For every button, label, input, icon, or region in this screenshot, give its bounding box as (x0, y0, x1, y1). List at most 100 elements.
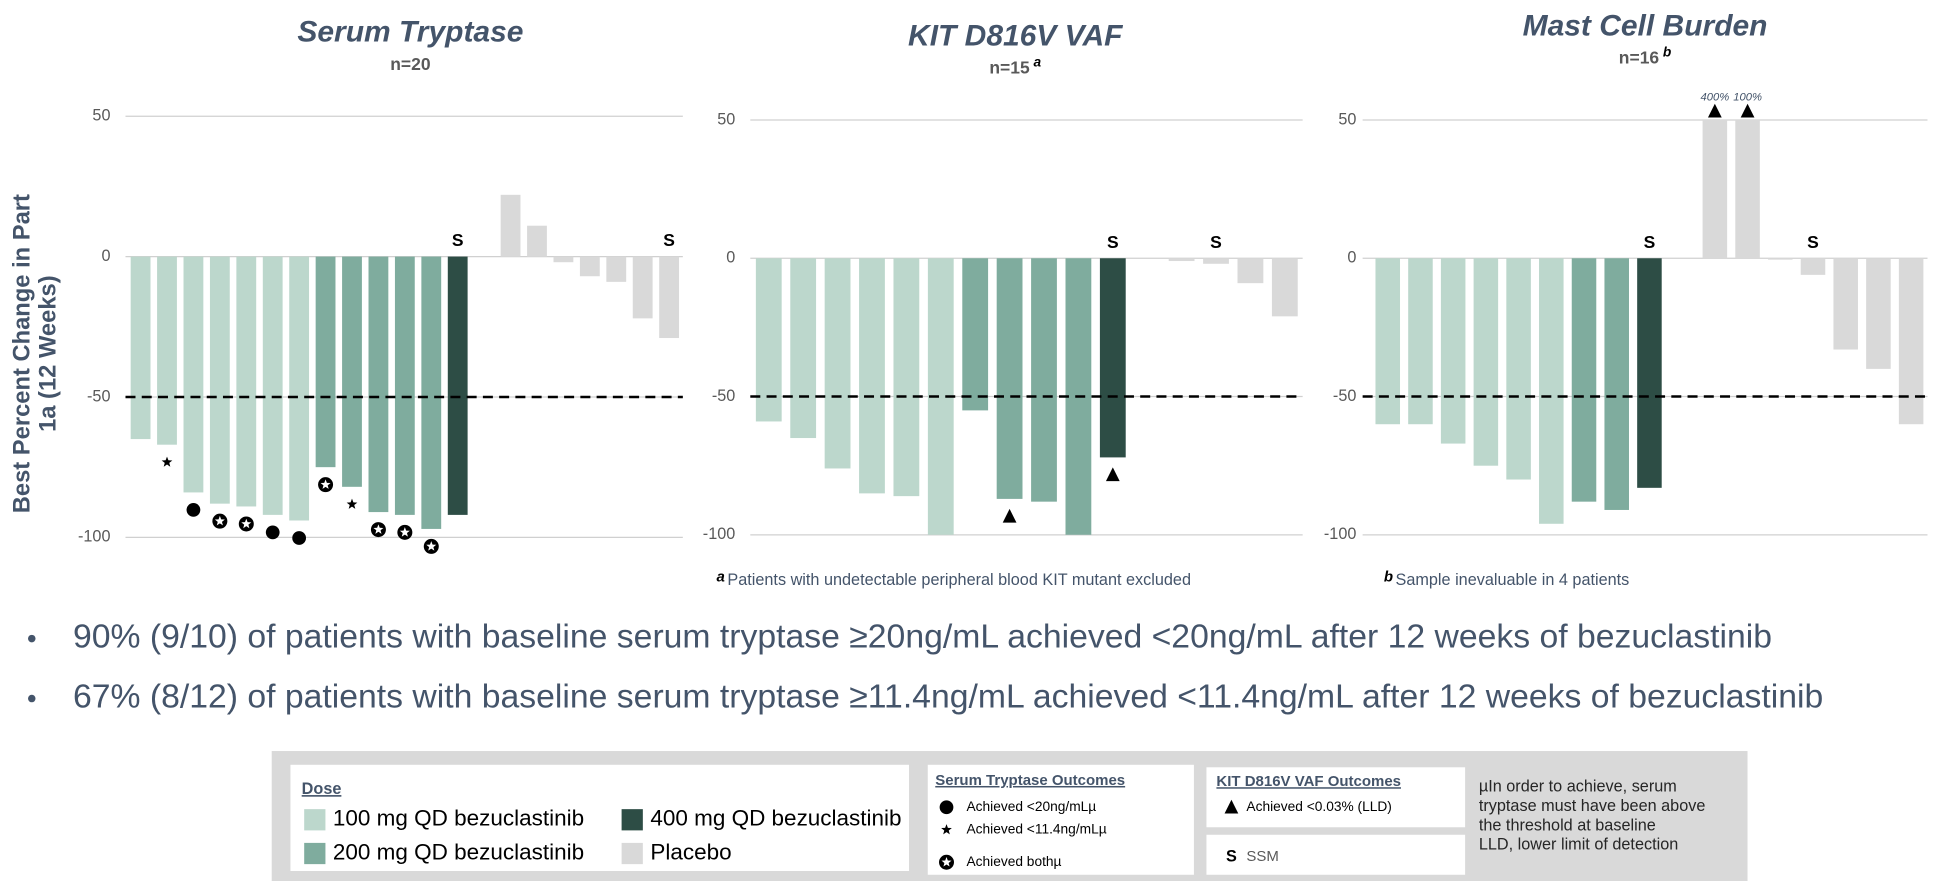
y-tick-label: -50 (712, 387, 735, 405)
bar (1539, 258, 1564, 524)
bar (447, 256, 468, 515)
bar (421, 256, 442, 529)
ssm-marker: S (1644, 232, 1656, 252)
bar (183, 256, 204, 493)
legend-note: tryptase must have been above (1479, 797, 1706, 815)
bullet-dot (28, 634, 36, 643)
bar (1237, 258, 1264, 284)
bars (1375, 119, 1924, 524)
y-tick-label: 50 (92, 107, 110, 125)
footnote-note: b (1384, 568, 1393, 585)
star-circle-marker-star (320, 479, 331, 489)
triangle-marker (1105, 467, 1120, 482)
star-circle-marker-star (241, 518, 252, 529)
legend-symbol: S (1226, 848, 1237, 866)
chart-subtitle: n=20 (390, 54, 430, 74)
bar (790, 258, 817, 439)
bar (1571, 258, 1597, 502)
bar (1099, 258, 1126, 458)
bar (1604, 258, 1629, 510)
legend-title: KIT D816V VAF Outcomes (1216, 773, 1401, 790)
bar (315, 256, 336, 468)
legend-title: Dose (302, 780, 342, 798)
star-circle-marker-star (373, 524, 384, 534)
value-label: 100% (1733, 91, 1762, 103)
footnote: a Patients with undetectable peripheral b… (717, 568, 1191, 589)
bullet-dot (28, 694, 36, 703)
bar (1168, 258, 1195, 262)
legend-label: SSM (1246, 848, 1278, 865)
ssm-marker: S (452, 230, 464, 250)
bar (1473, 258, 1499, 466)
bar (1866, 258, 1891, 369)
subtitle-text: n=16 (1619, 47, 1660, 67)
y-tick-label: -50 (1333, 387, 1356, 405)
y-tick-label: 0 (726, 249, 735, 267)
star-circle-marker-star (941, 857, 952, 867)
y-tick-label: 0 (101, 247, 110, 265)
legend-label: Achieved bothµ (967, 854, 1062, 869)
bar (1506, 258, 1531, 480)
triangle-marker (1707, 103, 1722, 118)
bar (1735, 119, 1760, 259)
legend-swatch (621, 809, 643, 831)
chart-subtitle: n=15 a (989, 54, 1041, 77)
legend-label: 200 mg QD bezuclastinib (333, 839, 584, 864)
ssm-marker: S (1807, 232, 1819, 252)
bar (553, 256, 574, 263)
value-label: 400% (1700, 91, 1729, 103)
ssm-marker: S (1210, 232, 1222, 252)
y-axis-label: Best Percent Change in Part (9, 194, 35, 513)
legend-label: Placebo (650, 839, 731, 864)
bar (755, 258, 782, 422)
legend-note: LLD, lower limit of detection (1479, 836, 1678, 854)
footnote: b Sample inevaluable in 4 patients (1384, 568, 1629, 589)
bar (527, 225, 547, 257)
circle-marker (186, 503, 201, 517)
y-axis-label: 1a (12 Weeks) (36, 275, 62, 432)
chart-title: Mast Cell Burden (1523, 9, 1768, 42)
triangle-marker (1002, 508, 1017, 523)
bar (1898, 258, 1924, 425)
star-marker (941, 824, 952, 835)
bars (130, 194, 680, 529)
bar (209, 256, 230, 504)
bullet-text: 67% (8/12) of patients with baseline ser… (73, 677, 1823, 715)
chart-title: KIT D816V VAF (908, 19, 1123, 52)
legend-label: Achieved <11.4ng/mLµ (967, 821, 1107, 836)
bar (893, 258, 920, 497)
bar (289, 256, 310, 521)
legend-swatch (304, 809, 326, 831)
footnote-note: a (717, 568, 725, 585)
footnote-text: Sample inevaluable in 4 patients (1396, 571, 1630, 589)
bar (1271, 258, 1298, 317)
circle-marker (292, 531, 307, 545)
subtitle-text: n=20 (390, 54, 430, 74)
subtitle-note: a (1033, 54, 1041, 69)
bar (824, 258, 851, 469)
legend-label: 400 mg QD bezuclastinib (650, 806, 901, 831)
y-tick-label: -50 (87, 387, 110, 405)
triangle-marker (1224, 799, 1239, 814)
ssm-marker: S (1107, 232, 1119, 252)
subtitle-note: b (1663, 44, 1671, 59)
bar (632, 256, 653, 319)
legend-note: the threshold at baseline (1479, 816, 1656, 834)
bar (500, 194, 521, 257)
bar (579, 256, 600, 277)
y-tick-label: -100 (1324, 525, 1356, 543)
y-tick-label: 50 (1338, 110, 1356, 128)
y-tick-label: -100 (78, 528, 111, 546)
bar (130, 256, 151, 440)
bar (1375, 258, 1401, 425)
legend-label: Achieved <0.03% (LLD) (1246, 799, 1391, 814)
chart-title: Serum Tryptase (297, 16, 523, 49)
circle-marker (265, 525, 280, 540)
bar (1702, 119, 1728, 259)
legend-note: µIn order to achieve, serum (1479, 778, 1677, 796)
footnote-text: Patients with undetectable peripheral bl… (727, 571, 1191, 589)
y-tick-label: 50 (717, 110, 735, 128)
bar (157, 256, 177, 445)
chart-subtitle: n=16 b (1619, 44, 1671, 67)
